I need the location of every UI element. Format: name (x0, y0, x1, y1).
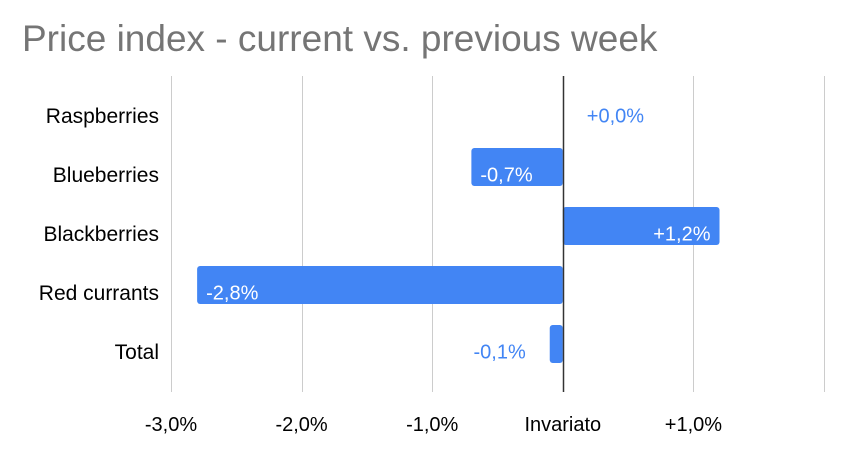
x-tick-label: -3,0% (145, 414, 197, 436)
bar (471, 148, 563, 186)
data-labels: +0,0% -0,7% +1,2% -2,8% -0,1% (206, 106, 711, 364)
data-label: +0,0% (587, 106, 644, 128)
category-label: Blackberries (43, 223, 159, 246)
category-label: Red currants (39, 282, 159, 305)
x-tick-labels: -3,0% -2,0% -1,0% Invariato +1,0% (145, 414, 722, 436)
bar (562, 207, 720, 245)
x-tick-label: +1,0% (665, 414, 722, 436)
bars (197, 148, 720, 363)
category-labels: Raspberries Blueberries Blackberries Red cu… (39, 105, 159, 364)
category-label: Total (115, 341, 159, 364)
data-label: +1,2% (653, 224, 710, 246)
bar (549, 325, 563, 363)
data-label: -0,1% (473, 342, 525, 364)
bar (197, 266, 563, 304)
chart-title: Price index - current vs. previous week (22, 18, 658, 59)
category-label: Raspberries (46, 105, 159, 128)
data-label: -2,8% (206, 283, 258, 305)
data-label: -0,7% (480, 165, 532, 187)
category-label: Blueberries (53, 164, 159, 187)
x-tick-label: Invariato (524, 414, 601, 436)
x-tick-label: -2,0% (275, 414, 327, 436)
x-tick-label: -1,0% (406, 414, 458, 436)
